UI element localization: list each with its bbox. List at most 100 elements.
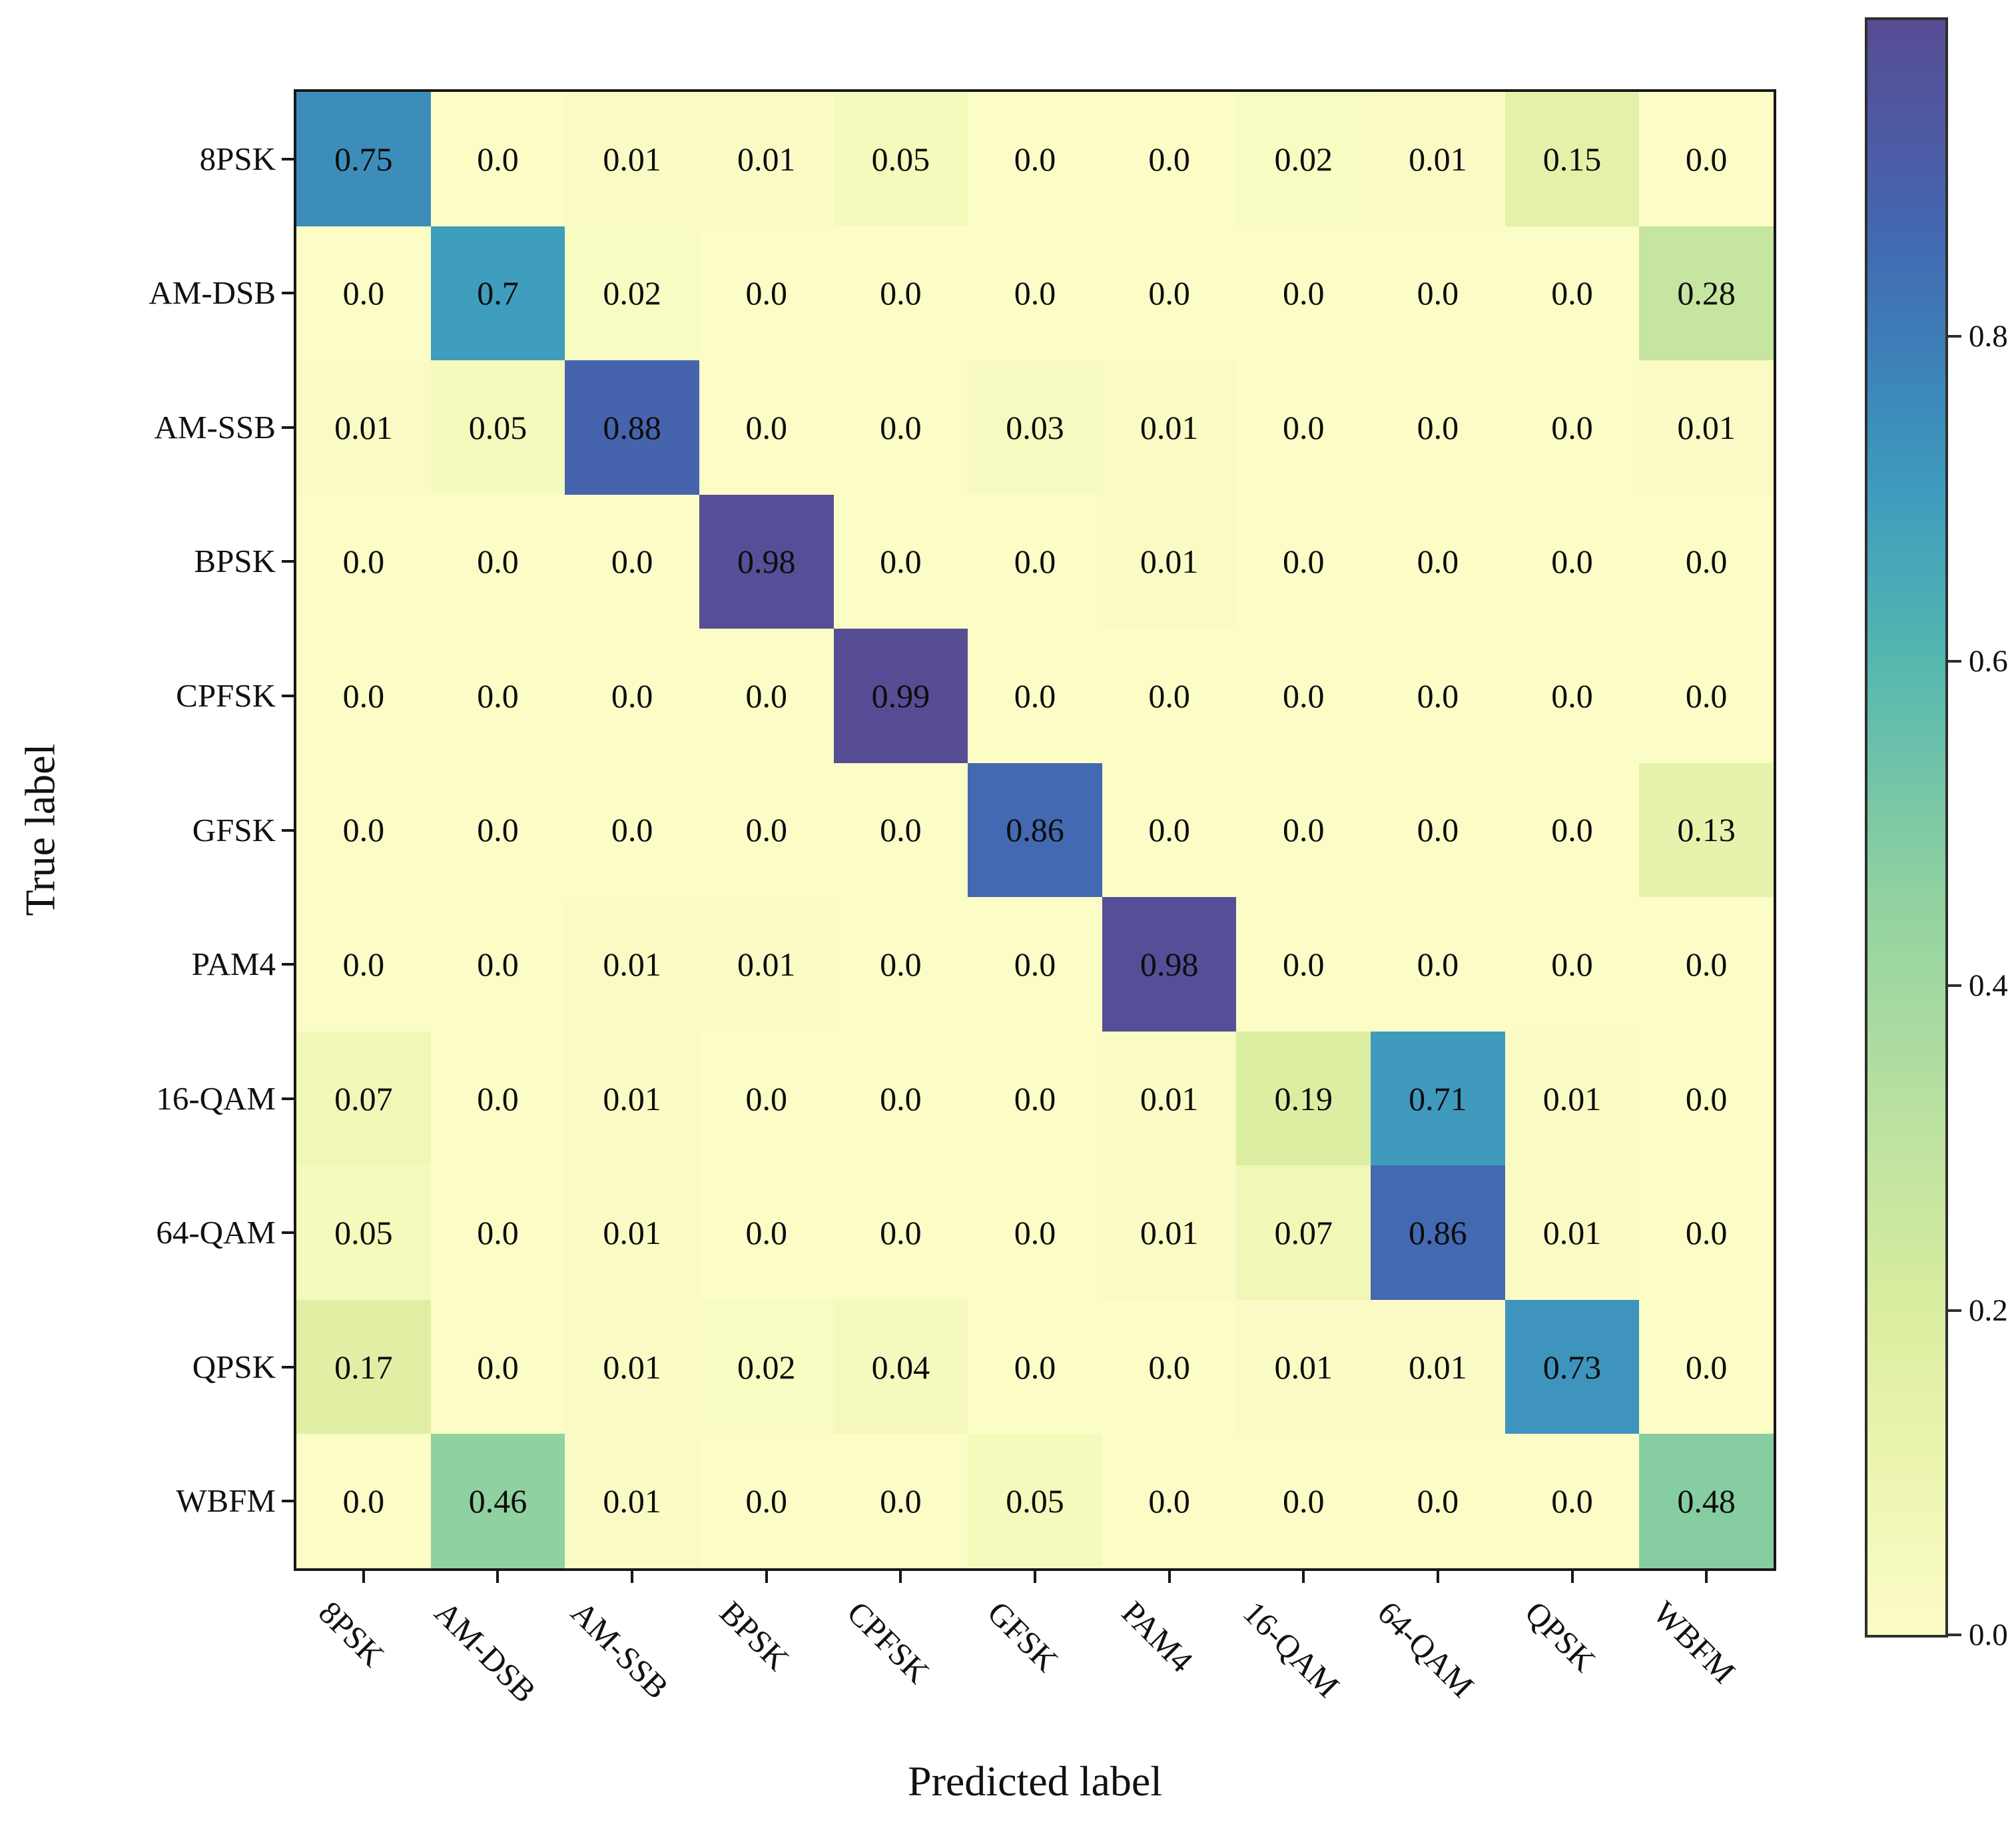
x-tick-label: 64-QAM — [1370, 1594, 1481, 1705]
x-tick-mark — [765, 1571, 768, 1583]
heatmap-cell: 0.02 — [565, 226, 699, 361]
y-tick-label: QPSK — [192, 1348, 276, 1385]
heatmap-cell: 0.71 — [1371, 1031, 1505, 1166]
heatmap-cell: 0.86 — [968, 762, 1102, 898]
heatmap-cell: 0.0 — [296, 226, 431, 361]
x-tick-label: 16-QAM — [1236, 1594, 1347, 1705]
heatmap-cell: 0.0 — [430, 897, 565, 1032]
y-tick-label: AM-DSB — [149, 274, 276, 312]
heatmap-cell: 0.0 — [296, 1434, 431, 1568]
colorbar-tick-mark — [1948, 1634, 1961, 1636]
x-tick-mark — [1302, 1571, 1305, 1583]
colorbar-tick-mark — [1948, 1309, 1961, 1312]
heatmap-cell: 0.0 — [1236, 226, 1371, 361]
heatmap-cell: 0.0 — [1505, 762, 1640, 898]
x-tick-mark — [496, 1571, 500, 1583]
heatmap-cell: 0.01 — [1639, 360, 1774, 495]
heatmap-cell: 0.0 — [1102, 762, 1237, 898]
heatmap-cell: 0.05 — [430, 360, 565, 495]
colorbar-tick-mark — [1948, 335, 1961, 338]
heatmap-cell: 0.0 — [430, 762, 565, 898]
x-tick-label: GFSK — [980, 1594, 1066, 1679]
heatmap-cell: 0.01 — [565, 1434, 699, 1568]
heatmap-cell: 0.0 — [699, 226, 834, 361]
heatmap-cell: 0.0 — [1371, 629, 1505, 763]
y-tick-mark — [282, 1231, 294, 1235]
y-tick-mark — [282, 963, 294, 966]
heatmap-cell: 0.0 — [1639, 494, 1774, 629]
heatmap-cell: 0.0 — [565, 629, 699, 763]
heatmap-cell: 0.01 — [1102, 1031, 1237, 1166]
heatmap-cell: 0.05 — [296, 1165, 431, 1300]
x-tick-label: 8PSK — [311, 1594, 392, 1674]
heatmap-cell: 0.0 — [430, 629, 565, 763]
y-tick-mark — [282, 560, 294, 563]
heatmap-cell: 0.0 — [1102, 629, 1237, 763]
heatmap-cell: 0.0 — [1639, 1031, 1774, 1166]
heatmap-cell: 0.0 — [833, 360, 968, 495]
heatmap-cell: 0.0 — [1371, 762, 1505, 898]
heatmap-cell: 0.0 — [833, 226, 968, 361]
heatmap-cell: 0.0 — [1371, 226, 1505, 361]
heatmap-cell: 0.0 — [699, 629, 834, 763]
heatmap-cell: 0.0 — [968, 1031, 1102, 1166]
heatmap-cell: 0.0 — [1102, 1299, 1237, 1434]
heatmap-cell: 0.0 — [1236, 494, 1371, 629]
x-tick-mark — [1168, 1571, 1171, 1583]
heatmap-cell: 0.0 — [968, 226, 1102, 361]
colorbar-tick-mark — [1948, 984, 1961, 988]
y-tick-mark — [282, 426, 294, 429]
heatmap-cell: 0.86 — [1371, 1165, 1505, 1300]
heatmap-cell: 0.0 — [968, 494, 1102, 629]
y-tick-mark — [282, 157, 294, 160]
heatmap-cell: 0.01 — [565, 897, 699, 1032]
heatmap-cell: 0.01 — [1505, 1165, 1640, 1300]
y-tick-label: AM-SSB — [154, 408, 276, 446]
heatmap-cell: 0.0 — [833, 1434, 968, 1568]
heatmap-cell: 0.0 — [565, 494, 699, 629]
heatmap-cell: 0.0 — [1505, 1434, 1640, 1568]
heatmap-cell: 0.0 — [1505, 494, 1640, 629]
heatmap-cell: 0.98 — [1102, 897, 1237, 1032]
heatmap-cell: 0.99 — [833, 629, 968, 763]
heatmap-cell: 0.0 — [968, 897, 1102, 1032]
x-tick-mark — [1436, 1571, 1439, 1583]
heatmap-cell: 0.0 — [699, 360, 834, 495]
heatmap-cell: 0.01 — [1371, 92, 1505, 226]
colorbar-tick-label: 0.6 — [1969, 643, 2008, 679]
y-tick-mark — [282, 1365, 294, 1369]
y-tick-label: PAM4 — [191, 946, 276, 983]
heatmap-cell: 0.75 — [296, 92, 431, 226]
heatmap-cell: 0.0 — [833, 762, 968, 898]
heatmap-cell: 0.0 — [1236, 897, 1371, 1032]
x-tick-label: CPFSK — [840, 1594, 937, 1691]
heatmap-cell: 0.0 — [1505, 226, 1640, 361]
y-tick-label: CPFSK — [176, 677, 276, 714]
heatmap-cell: 0.01 — [699, 92, 834, 226]
heatmap-cell: 0.0 — [699, 762, 834, 898]
heatmap-cell: 0.0 — [833, 494, 968, 629]
heatmap-cell: 0.0 — [699, 1031, 834, 1166]
x-tick-mark — [1570, 1571, 1574, 1583]
heatmap-cell: 0.0 — [1639, 92, 1774, 226]
heatmap-cell: 0.13 — [1639, 762, 1774, 898]
heatmap-cell: 0.0 — [1639, 629, 1774, 763]
heatmap-cell: 0.0 — [1371, 1434, 1505, 1568]
y-tick-mark — [282, 1500, 294, 1503]
heatmap-cell: 0.07 — [1236, 1165, 1371, 1300]
heatmap-cell: 0.0 — [296, 897, 431, 1032]
colorbar-tick-mark — [1948, 659, 1961, 663]
heatmap-cell: 0.0 — [1505, 897, 1640, 1032]
heatmap-cell: 0.0 — [430, 1031, 565, 1166]
y-tick-label: GFSK — [192, 811, 276, 848]
heatmap-cell: 0.01 — [699, 897, 834, 1032]
x-tick-label: PAM4 — [1114, 1594, 1200, 1679]
heatmap-cell: 0.0 — [430, 92, 565, 226]
heatmap-cell: 0.0 — [296, 629, 431, 763]
x-axis-title: Predicted label — [907, 1757, 1163, 1805]
heatmap-cell: 0.0 — [1371, 897, 1505, 1032]
heatmap-cell: 0.15 — [1505, 92, 1640, 226]
heatmap-cell: 0.19 — [1236, 1031, 1371, 1166]
colorbar-tick-label: 0.4 — [1969, 968, 2008, 1004]
y-tick-mark — [282, 292, 294, 295]
